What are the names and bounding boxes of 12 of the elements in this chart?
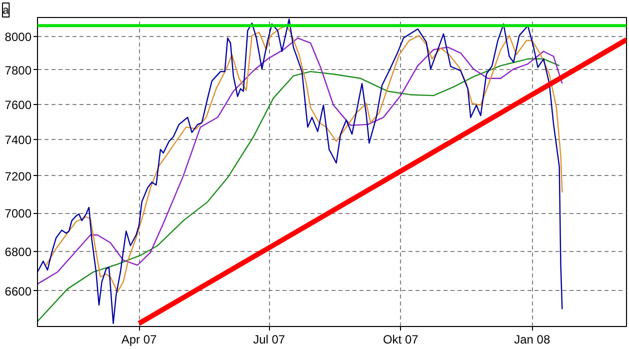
y-tick-label: 7000	[4, 206, 32, 221]
y-tick-label: 7200	[4, 169, 32, 184]
y-tick-label: 7800	[4, 63, 32, 78]
y-tick-label: 7400	[4, 133, 32, 148]
y-tick-label: 7600	[4, 98, 32, 112]
y-tick-label: 6600	[4, 284, 32, 298]
x-tick-label: Jan 08	[514, 332, 550, 346]
x-tick-label: Jul 07	[253, 332, 286, 346]
x-tick-label: Okt 07	[382, 332, 419, 346]
y-tick-label: 8000	[4, 30, 32, 44]
y-tick-label: 6800	[4, 244, 32, 259]
x-tick-label: Apr 07	[121, 332, 158, 346]
